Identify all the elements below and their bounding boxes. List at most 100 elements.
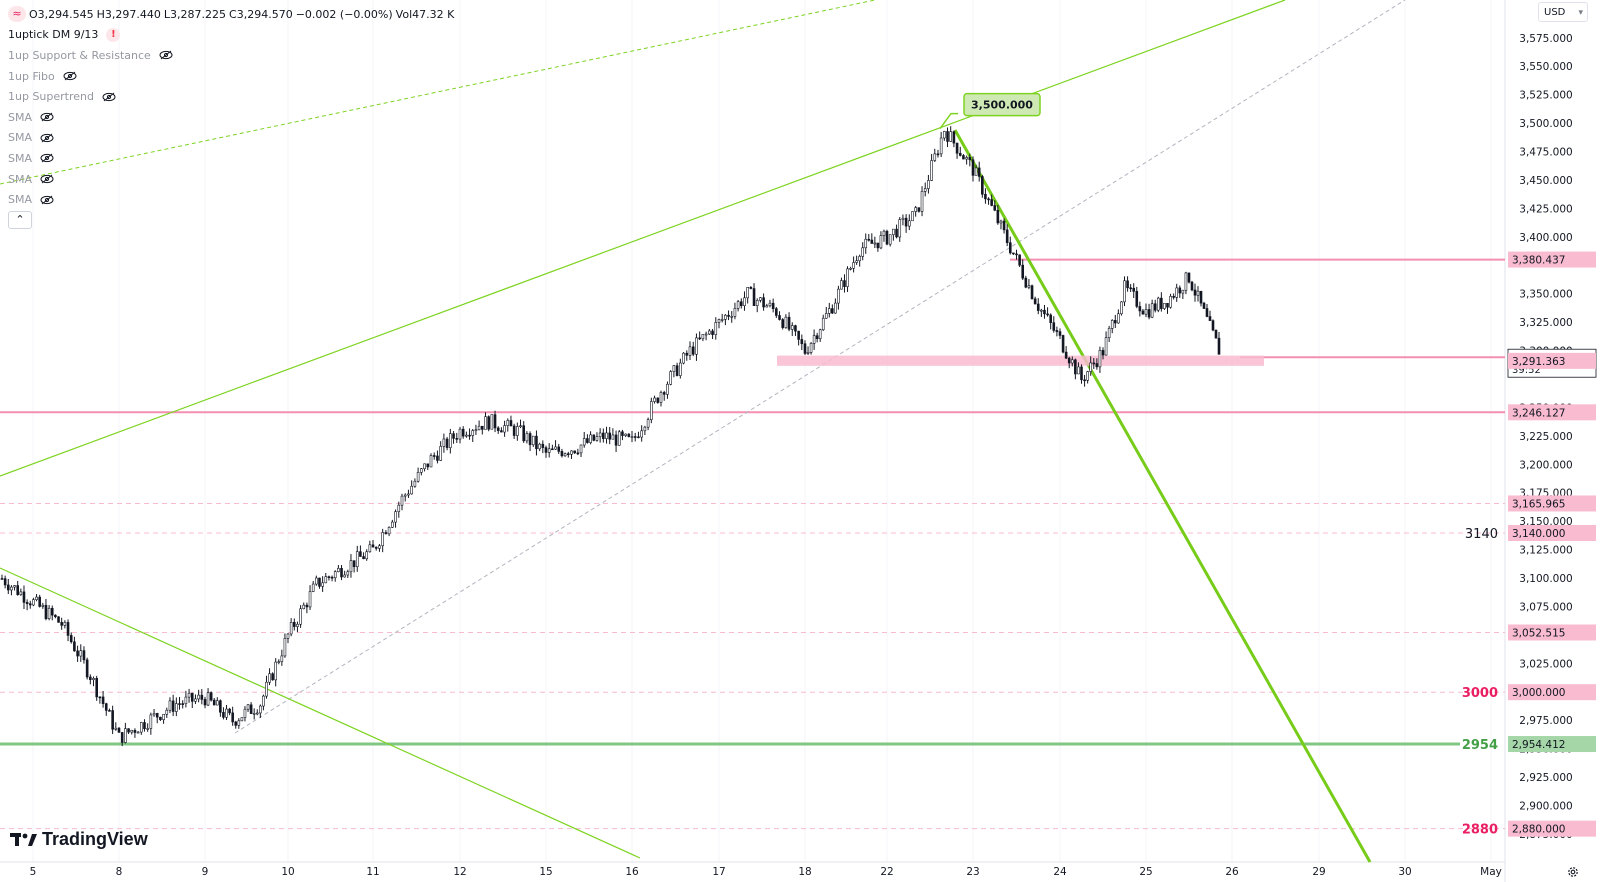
candle-body bbox=[560, 451, 564, 457]
tradingview-logo[interactable]: TradingView bbox=[10, 829, 148, 850]
eye-slash-icon[interactable] bbox=[102, 92, 116, 102]
candle bbox=[691, 341, 695, 357]
candle-body bbox=[781, 319, 785, 328]
candle-body bbox=[413, 480, 417, 487]
candle-body bbox=[1095, 363, 1099, 368]
candle-body bbox=[727, 314, 730, 317]
candle-body bbox=[1166, 302, 1169, 308]
indicator-row[interactable]: SMA bbox=[8, 107, 457, 128]
callout-box[interactable] bbox=[963, 92, 1041, 117]
ascending-trendline[interactable] bbox=[0, 0, 1286, 477]
eye-slash-icon[interactable] bbox=[63, 71, 77, 81]
eye-slash-icon[interactable] bbox=[40, 174, 54, 184]
candle bbox=[468, 428, 471, 440]
descending-trendline[interactable] bbox=[0, 567, 641, 859]
candle-body bbox=[576, 452, 580, 455]
callout: 3,500.000 bbox=[939, 92, 1041, 130]
indicator-row[interactable]: SMA bbox=[8, 128, 457, 149]
bold-descending-trendline[interactable] bbox=[953, 129, 1372, 863]
candle-body bbox=[1193, 289, 1197, 296]
tv-logo-icon bbox=[10, 832, 37, 846]
candle bbox=[1181, 289, 1185, 300]
volume-value: Vol47.32 K bbox=[395, 7, 455, 21]
candle-body bbox=[870, 239, 874, 244]
candle-body bbox=[522, 425, 526, 442]
currency-select[interactable]: USD ▾ bbox=[1538, 2, 1588, 22]
candle-body bbox=[566, 453, 570, 455]
candle-body bbox=[292, 622, 296, 627]
time-tick-label: May bbox=[1480, 866, 1502, 878]
eye-slash-icon[interactable] bbox=[40, 195, 54, 205]
candle-body bbox=[503, 425, 506, 433]
candle bbox=[595, 432, 599, 442]
candle-body bbox=[299, 608, 302, 625]
candle bbox=[168, 697, 172, 714]
support-zone-rect[interactable] bbox=[777, 355, 1264, 366]
indicator-row[interactable]: 1uptick DM 9/13 ! bbox=[8, 25, 457, 46]
candle bbox=[359, 545, 362, 557]
gray-dashed-trendline[interactable] bbox=[234, 0, 1406, 734]
candle-body bbox=[914, 207, 917, 212]
candle bbox=[711, 328, 714, 340]
candle bbox=[1107, 325, 1111, 343]
candle bbox=[1049, 313, 1052, 330]
candle bbox=[289, 618, 293, 637]
candle bbox=[92, 676, 95, 687]
eye-slash-icon[interactable] bbox=[40, 112, 54, 122]
price-tick-label: 3,125.000 bbox=[1519, 545, 1572, 557]
warning-icon[interactable]: ! bbox=[106, 27, 121, 42]
settings-gear-icon[interactable] bbox=[1567, 866, 1579, 878]
eye-slash-icon[interactable] bbox=[159, 50, 173, 60]
candle-body bbox=[551, 448, 554, 451]
candle bbox=[1129, 284, 1132, 292]
candle bbox=[554, 440, 557, 450]
price-label-box bbox=[1508, 820, 1596, 837]
collapse-legend-button[interactable]: ⌃ bbox=[8, 211, 32, 230]
indicator-row[interactable]: 1up Fibo bbox=[8, 66, 457, 87]
candle bbox=[624, 433, 627, 438]
candle-body bbox=[28, 603, 32, 606]
indicator-row[interactable]: 1up Supertrend bbox=[8, 86, 457, 107]
eye-slash-icon[interactable] bbox=[40, 153, 54, 163]
eye-slash-icon[interactable] bbox=[40, 133, 54, 143]
candle bbox=[911, 211, 914, 222]
candle-body bbox=[391, 521, 394, 528]
candle-body bbox=[265, 681, 268, 697]
candle-body bbox=[803, 343, 807, 354]
candle bbox=[566, 451, 570, 458]
candle bbox=[400, 493, 404, 511]
candle-body bbox=[1040, 309, 1043, 312]
candle-body bbox=[563, 453, 567, 457]
tilde-logo-icon[interactable]: ≈ bbox=[8, 6, 26, 23]
candle bbox=[1086, 370, 1089, 384]
candle bbox=[1064, 346, 1068, 360]
candle-body bbox=[509, 420, 513, 427]
candle bbox=[73, 636, 76, 652]
candle-body bbox=[203, 699, 207, 706]
candle bbox=[840, 277, 843, 290]
indicator-row[interactable]: SMA bbox=[8, 148, 457, 169]
candle bbox=[605, 426, 608, 444]
candle bbox=[436, 450, 439, 464]
candle bbox=[815, 332, 819, 343]
candle-body bbox=[698, 337, 701, 340]
candle-body bbox=[525, 433, 529, 442]
candle bbox=[187, 688, 191, 703]
candle bbox=[968, 153, 972, 167]
indicator-row[interactable]: 1up Support & Resistance bbox=[8, 45, 457, 66]
candle-body bbox=[378, 545, 381, 549]
candle-body bbox=[0, 578, 4, 580]
candle bbox=[146, 723, 149, 732]
candle bbox=[10, 585, 13, 596]
indicator-row[interactable]: SMA bbox=[8, 189, 457, 210]
candle-body bbox=[958, 152, 962, 156]
candle bbox=[846, 266, 849, 292]
candle bbox=[490, 414, 494, 430]
indicator-row[interactable]: SMA bbox=[8, 169, 457, 190]
candle bbox=[762, 293, 765, 311]
price-tick-label: 3,350.000 bbox=[1519, 289, 1572, 301]
ascending-trendline-dashed[interactable] bbox=[0, 0, 876, 185]
candle bbox=[1067, 356, 1071, 369]
